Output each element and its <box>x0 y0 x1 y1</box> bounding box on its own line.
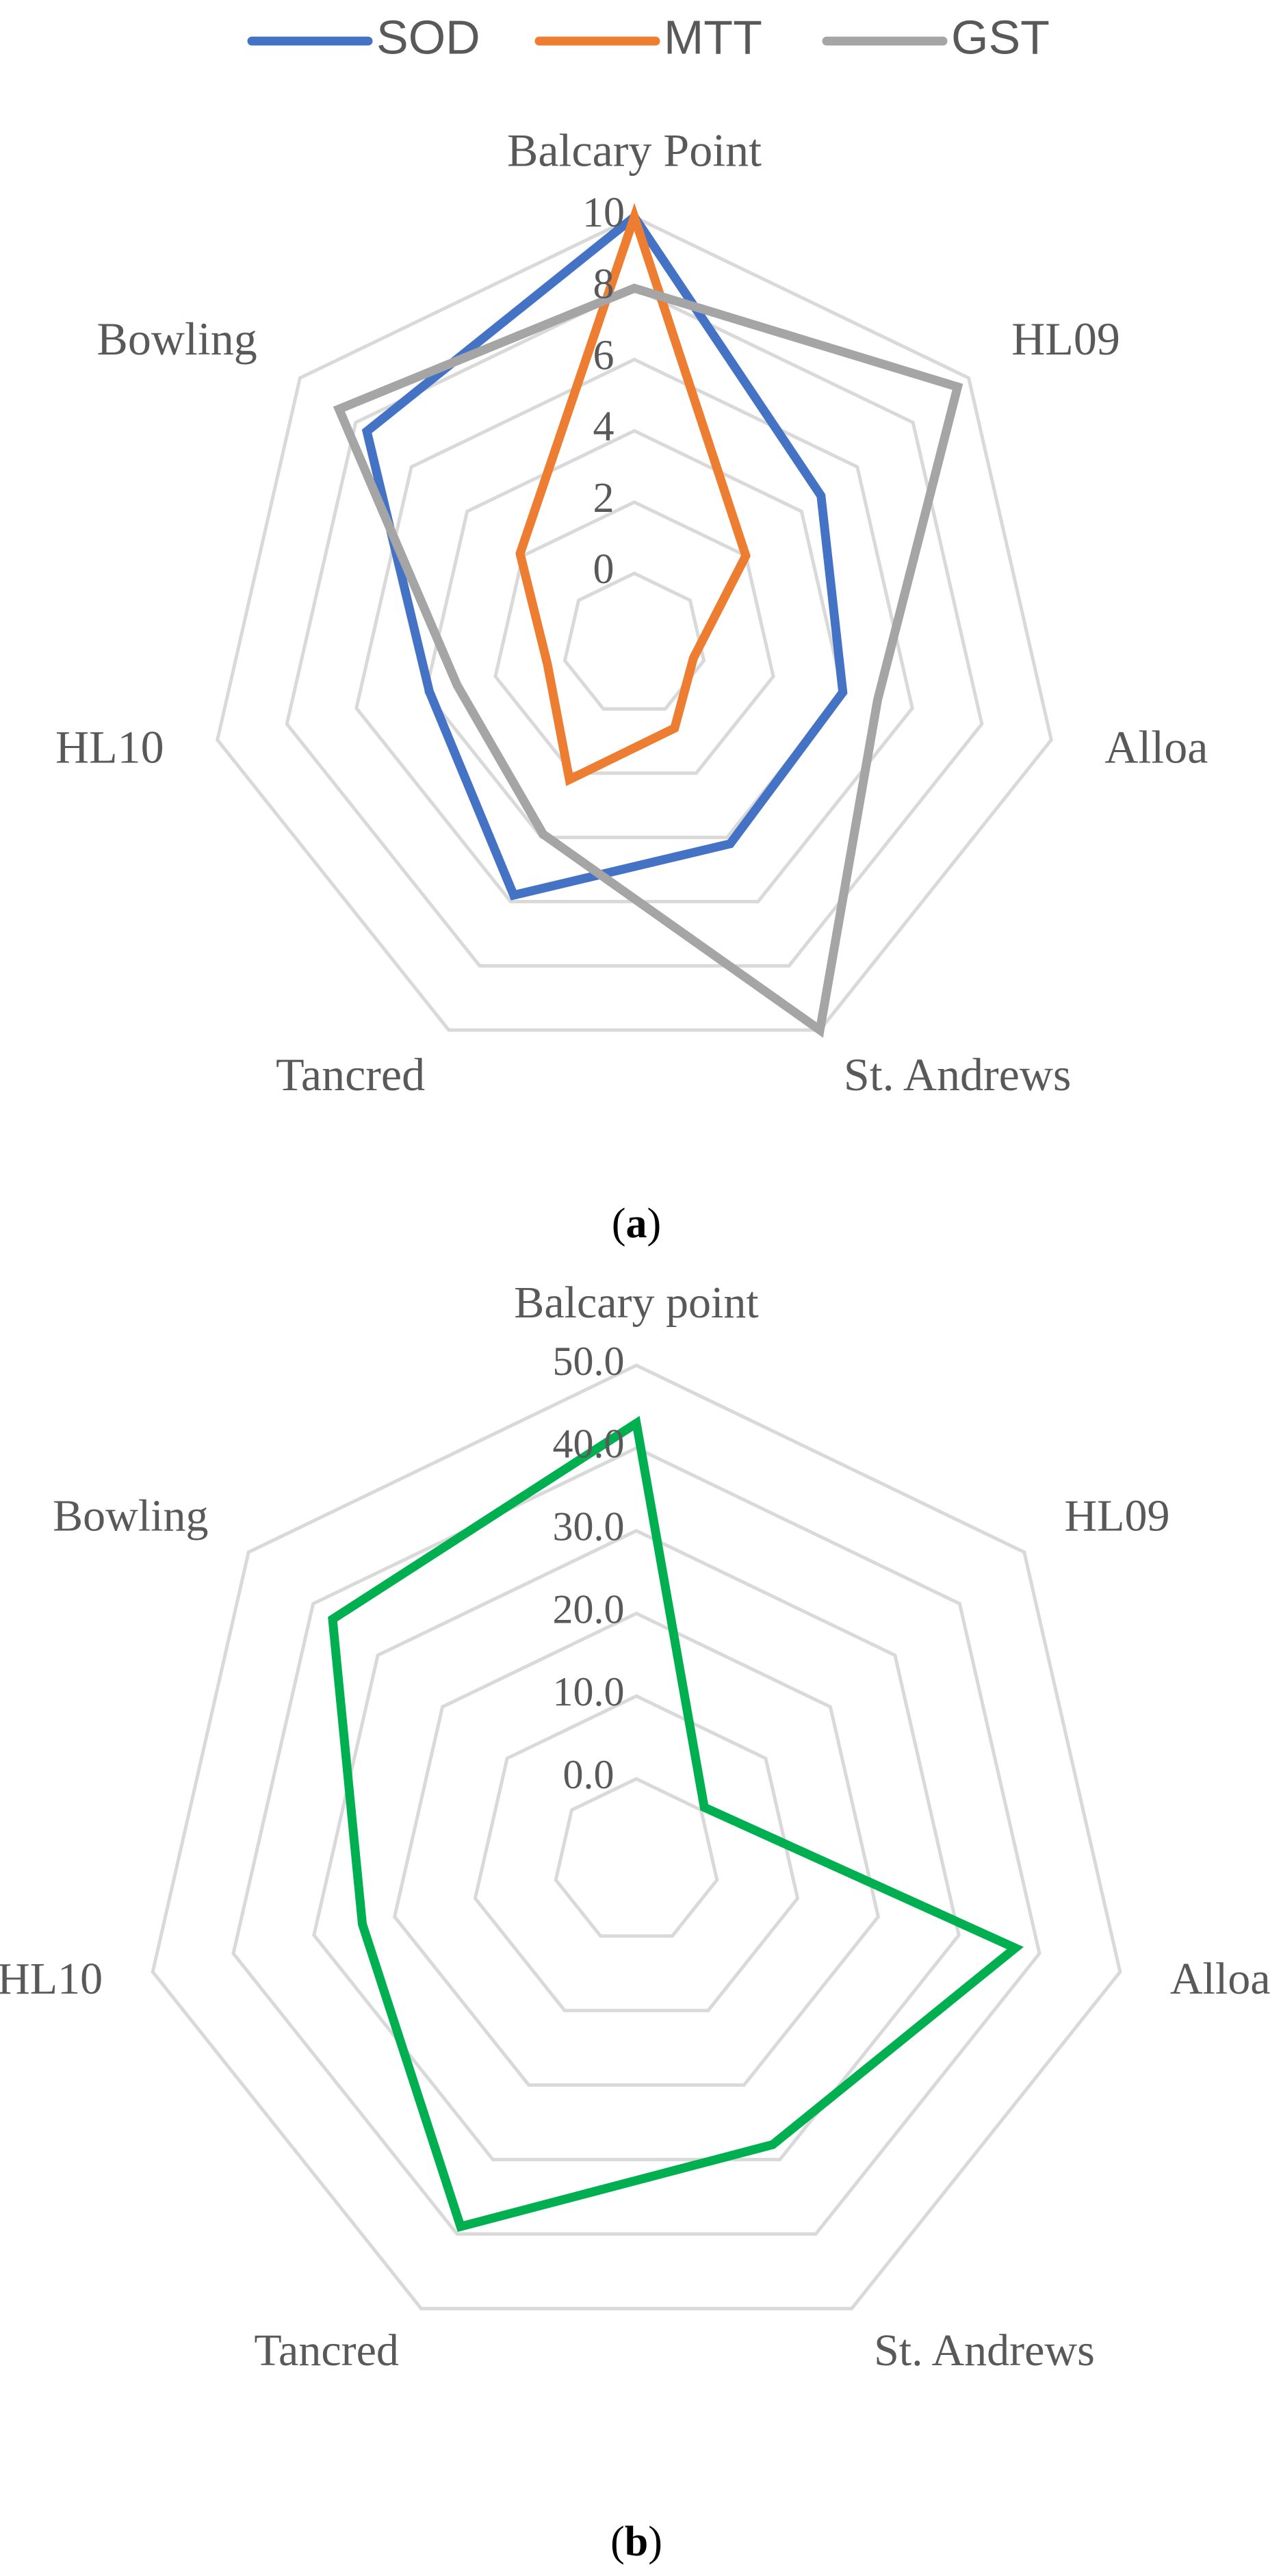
tick-label: 10 <box>582 190 625 236</box>
tick-label: 0 <box>593 546 614 593</box>
legend-label: MTT <box>664 10 762 64</box>
legend-label: GST <box>951 10 1050 64</box>
category-label-tancred: Tancred <box>254 2326 399 2375</box>
category-label-bowling: Bowling <box>53 1491 208 1541</box>
tick-label: 8 <box>593 261 614 307</box>
category-label-alloa: Alloa <box>1170 1954 1271 2004</box>
series-line-mtt <box>515 203 751 786</box>
gridlines <box>215 215 1054 1032</box>
gridline-ring <box>424 428 845 840</box>
gridline-ring <box>554 1777 719 1938</box>
category-label-hl09: HL09 <box>1065 1491 1170 1541</box>
caption-b-letter: b <box>625 2519 648 2565</box>
tick-label: 0.0 <box>563 1752 614 1797</box>
caption-a: (a) <box>612 1200 661 1247</box>
gridlines <box>151 1363 1122 2310</box>
series-line-gst <box>333 283 963 1038</box>
radar-chart-b: Balcary point HL09 Alloa St. Andrews Tancred… <box>0 1278 1271 2375</box>
tick-label: 2 <box>593 475 614 521</box>
tick-label: 6 <box>593 333 614 379</box>
gridline-ring <box>285 286 984 968</box>
tick-label: 40.0 <box>553 1421 625 1467</box>
category-label-alloa: Alloa <box>1104 721 1208 773</box>
category-label-bowling: Bowling <box>97 313 257 365</box>
gridline-ring <box>473 1694 800 2013</box>
gridline-ring <box>562 571 706 711</box>
category-label-tancred: Tancred <box>276 1048 425 1100</box>
tick-label: 50.0 <box>553 1339 625 1384</box>
series-line-sod <box>361 210 848 901</box>
caption-b: (b) <box>610 2519 662 2565</box>
legend-item-gst: GST <box>822 10 1050 64</box>
category-label-balcary-point: Balcary Point <box>507 125 762 177</box>
caption-a-letter: a <box>626 1200 647 1247</box>
tick-label: 20.0 <box>553 1586 625 1632</box>
gridline-ring <box>392 1611 881 2087</box>
category-label-hl10: HL10 <box>0 1954 103 2004</box>
category-label-st-andrews: St. Andrews <box>874 2326 1095 2375</box>
category-label-st-andrews: St. Andrews <box>844 1048 1071 1100</box>
legend-item-sod: SOD <box>247 10 480 64</box>
tick-label: 4 <box>593 404 614 450</box>
gridline-ring <box>312 1528 961 2161</box>
legend: SOD MTT GST <box>247 10 1050 64</box>
legend-item-mtt: MTT <box>534 10 762 64</box>
category-label-hl10: HL10 <box>55 721 164 773</box>
gridline-ring <box>151 1363 1122 2310</box>
gridline-ring <box>493 500 775 775</box>
tick-label: 30.0 <box>553 1504 625 1549</box>
category-label-balcary-point: Balcary point <box>514 1278 758 1328</box>
gridline-ring <box>231 1446 1041 2236</box>
gridline-ring <box>215 215 1054 1032</box>
radar-chart-a: Balcary Point HL09 Alloa St. Andrews Tancred… <box>55 125 1208 1100</box>
tick-label: 10.0 <box>553 1669 625 1714</box>
series-line-series-1 <box>328 1415 1024 2232</box>
legend-label: SOD <box>376 10 480 64</box>
category-label-hl09: HL09 <box>1011 313 1120 365</box>
